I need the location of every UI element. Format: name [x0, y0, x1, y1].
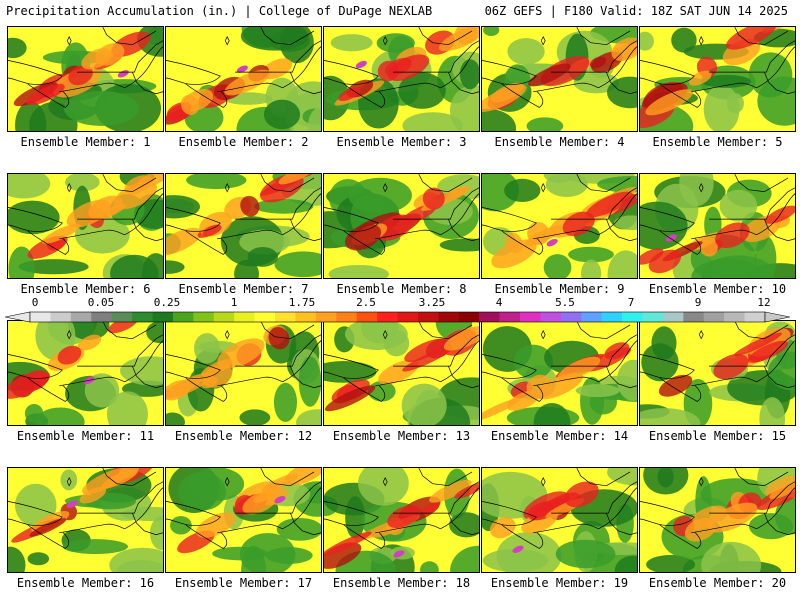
- member-map-5: [639, 26, 796, 132]
- chart-title: Precipitation Accumulation (in.) | Colle…: [6, 4, 433, 18]
- member-label-10: Ensemble Member: 10: [648, 282, 787, 296]
- scale-tick-label: 2.5: [356, 296, 376, 309]
- precip-color-scale: [4, 308, 791, 323]
- scale-tick-label: 4: [495, 296, 503, 309]
- member-map-15: [639, 320, 796, 426]
- member-map-10: [639, 173, 796, 279]
- member-label-2: Ensemble Member: 2: [178, 135, 309, 149]
- member-map-4: [481, 26, 638, 132]
- member-label-9: Ensemble Member: 9: [494, 282, 625, 296]
- member-label-14: Ensemble Member: 14: [490, 429, 629, 443]
- scale-tick-label: 0: [31, 296, 39, 309]
- member-label-5: Ensemble Member: 5: [652, 135, 783, 149]
- member-map-20: [639, 467, 796, 573]
- member-label-8: Ensemble Member: 8: [336, 282, 467, 296]
- member-map-8: [323, 173, 480, 279]
- scale-tick-label: 3.25: [418, 296, 446, 309]
- member-map-7: [165, 173, 322, 279]
- member-label-6: Ensemble Member: 6: [20, 282, 151, 296]
- scale-tick-label: 1.75: [288, 296, 316, 309]
- member-label-20: Ensemble Member: 20: [648, 576, 787, 590]
- scale-tick-label: 5.5: [555, 296, 575, 309]
- member-map-18: [323, 467, 480, 573]
- member-map-12: [165, 320, 322, 426]
- member-label-4: Ensemble Member: 4: [494, 135, 625, 149]
- member-label-16: Ensemble Member: 16: [16, 576, 155, 590]
- member-map-3: [323, 26, 480, 132]
- member-map-2: [165, 26, 322, 132]
- run-info: 06Z GEFS | F180 Valid: 18Z SAT JUN 14 20…: [484, 4, 788, 18]
- member-map-13: [323, 320, 480, 426]
- member-label-12: Ensemble Member: 12: [174, 429, 313, 443]
- member-map-6: [7, 173, 164, 279]
- color-scale-bar: [4, 311, 791, 323]
- member-label-17: Ensemble Member: 17: [174, 576, 313, 590]
- member-map-1: [7, 26, 164, 132]
- member-map-19: [481, 467, 638, 573]
- scale-tick-label: 1: [230, 296, 238, 309]
- member-label-19: Ensemble Member: 19: [490, 576, 629, 590]
- member-map-9: [481, 173, 638, 279]
- member-label-13: Ensemble Member: 13: [332, 429, 471, 443]
- member-label-11: Ensemble Member: 11: [16, 429, 155, 443]
- member-map-16: [7, 467, 164, 573]
- member-label-18: Ensemble Member: 18: [332, 576, 471, 590]
- member-map-11: [7, 320, 164, 426]
- scale-tick-label: 0.05: [87, 296, 115, 309]
- scale-tick-label: 0.25: [153, 296, 181, 309]
- member-label-15: Ensemble Member: 15: [648, 429, 787, 443]
- scale-tick-label: 9: [694, 296, 702, 309]
- member-map-14: [481, 320, 638, 426]
- member-label-1: Ensemble Member: 1: [20, 135, 151, 149]
- member-map-17: [165, 467, 322, 573]
- member-label-7: Ensemble Member: 7: [178, 282, 309, 296]
- scale-tick-label: 12: [757, 296, 771, 309]
- scale-tick-label: 7: [627, 296, 635, 309]
- member-label-3: Ensemble Member: 3: [336, 135, 467, 149]
